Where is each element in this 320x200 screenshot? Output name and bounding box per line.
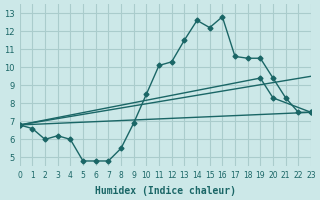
X-axis label: Humidex (Indice chaleur): Humidex (Indice chaleur) [95, 186, 236, 196]
